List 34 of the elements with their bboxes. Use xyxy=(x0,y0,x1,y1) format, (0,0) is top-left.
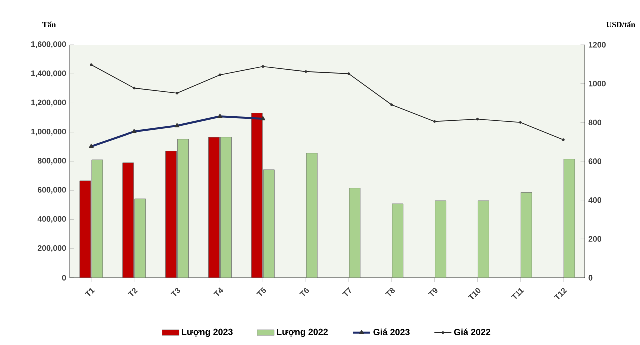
legend-label: Lượng 2023 xyxy=(182,328,233,338)
line-series xyxy=(90,64,565,142)
bar xyxy=(92,160,104,278)
point xyxy=(90,64,93,66)
bar xyxy=(520,192,532,278)
bar xyxy=(178,139,189,278)
bar xyxy=(80,180,92,278)
bar xyxy=(349,188,361,278)
point xyxy=(218,74,222,76)
point xyxy=(262,65,264,68)
point xyxy=(433,120,436,124)
point xyxy=(476,118,480,121)
bar xyxy=(435,200,446,278)
legend-label: Lượng 2022 xyxy=(277,328,328,338)
bar xyxy=(251,113,263,278)
legend-label: Giá 2023 xyxy=(374,328,410,336)
bar xyxy=(263,170,275,278)
bar xyxy=(122,162,134,278)
point xyxy=(390,104,394,106)
point xyxy=(348,72,350,76)
bar xyxy=(306,153,318,278)
point xyxy=(304,70,308,74)
bar xyxy=(478,200,490,278)
legend-label: Giá 2022 xyxy=(454,328,491,336)
bar xyxy=(134,198,146,278)
point xyxy=(176,92,179,95)
bar xyxy=(220,137,232,278)
bar xyxy=(564,159,576,278)
point xyxy=(133,86,136,90)
bar xyxy=(392,204,404,278)
bar xyxy=(208,137,220,278)
point xyxy=(519,121,522,124)
point xyxy=(562,138,565,142)
bar xyxy=(166,151,177,278)
